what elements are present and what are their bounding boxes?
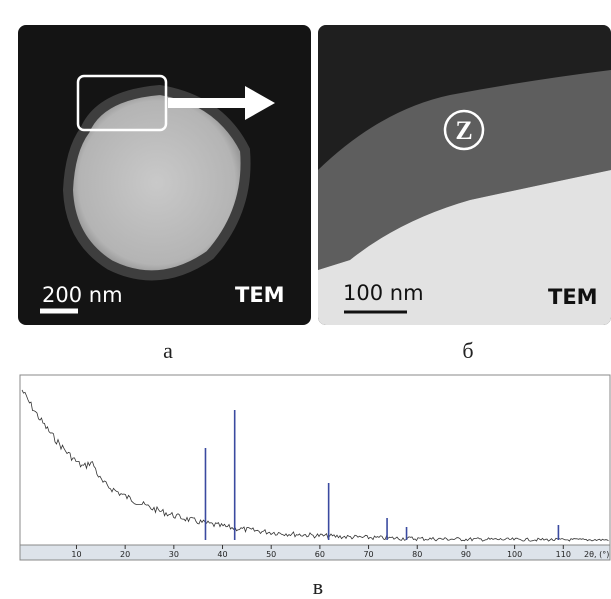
x-tick-label: 90 — [461, 550, 471, 559]
x-tick-label: 20 — [120, 550, 130, 559]
x-tick-label: 30 — [169, 550, 179, 559]
figure: 200 nm TEM Z 100 nm TEM а б в 10 20 30 40 50… — [0, 0, 611, 599]
panel-label: а — [163, 338, 173, 363]
x-tick-label: 100 — [507, 550, 522, 559]
x-tick-label: 40 — [217, 550, 227, 559]
x-tick-label: 10 — [71, 550, 81, 559]
scale-label: 200 nm — [42, 283, 123, 307]
x-tick-label: 70 — [363, 550, 373, 559]
x-tick-label: 80 — [412, 550, 422, 559]
x-tick-label: 50 — [266, 550, 276, 559]
method-label: TEM — [548, 285, 598, 309]
panel-label: б — [462, 338, 473, 363]
scale-label: 100 nm — [343, 281, 424, 305]
marker-label: Z — [455, 116, 472, 145]
x-tick-label: 60 — [315, 550, 325, 559]
particle — [68, 90, 246, 275]
method-label: TEM — [235, 283, 285, 307]
panel-label: в — [313, 574, 323, 599]
chart-frame — [20, 375, 610, 560]
x-axis-label: 2θ, (°) — [584, 550, 609, 559]
x-tick-label: 110 — [556, 550, 571, 559]
